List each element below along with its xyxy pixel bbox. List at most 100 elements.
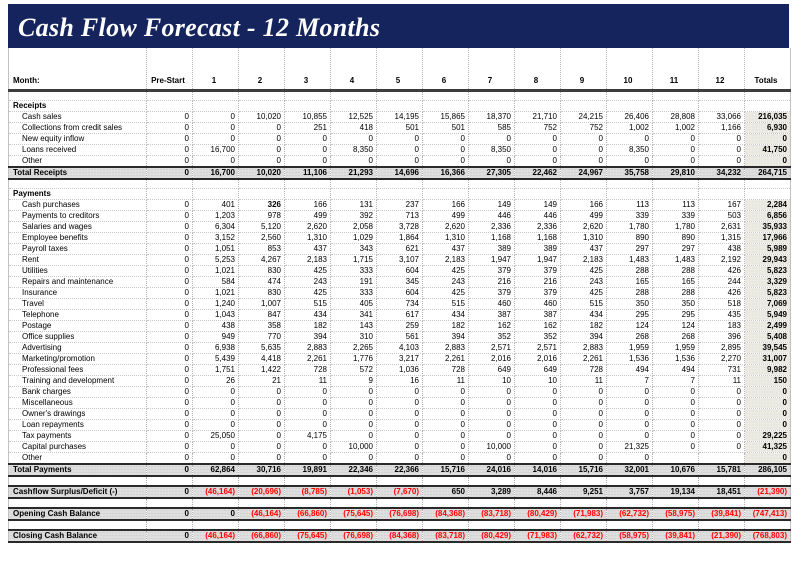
- cell[interactable]: 0: [514, 133, 561, 145]
- cell[interactable]: 288: [606, 265, 653, 277]
- cell[interactable]: 0: [606, 155, 653, 167]
- cell[interactable]: 0: [744, 155, 791, 167]
- cell[interactable]: 1,536: [606, 353, 653, 365]
- cell[interactable]: [330, 90, 377, 101]
- cell[interactable]: 10,020: [238, 111, 285, 123]
- cell[interactable]: 1,002: [606, 122, 653, 134]
- cell[interactable]: 0: [652, 408, 699, 420]
- cell[interactable]: [238, 178, 285, 189]
- cell[interactable]: 0: [192, 419, 239, 431]
- cell[interactable]: 14,195: [376, 111, 423, 123]
- cell[interactable]: 434: [284, 309, 331, 321]
- row-label[interactable]: Payroll taxes: [8, 243, 147, 255]
- cell[interactable]: 0: [422, 419, 469, 431]
- cell[interactable]: 0: [376, 441, 423, 453]
- cell[interactable]: 0: [146, 353, 193, 365]
- cell[interactable]: 11: [284, 375, 331, 387]
- cell[interactable]: 295: [606, 309, 653, 321]
- cell[interactable]: [606, 90, 653, 101]
- cell[interactable]: 425: [422, 287, 469, 299]
- cell[interactable]: 1,310: [422, 232, 469, 244]
- cell[interactable]: [192, 188, 239, 200]
- cell[interactable]: 0: [606, 408, 653, 420]
- cell[interactable]: [284, 178, 331, 189]
- cell[interactable]: 0: [468, 397, 515, 409]
- cell[interactable]: 389: [514, 243, 561, 255]
- cell[interactable]: 0: [146, 276, 193, 288]
- cell[interactable]: 350: [652, 298, 699, 310]
- cell[interactable]: [192, 90, 239, 101]
- cell[interactable]: 0: [652, 133, 699, 145]
- cell[interactable]: 2,183: [560, 254, 607, 266]
- row-label[interactable]: Bank charges: [8, 386, 147, 398]
- cell[interactable]: 0: [192, 397, 239, 409]
- cell[interactable]: 22,346: [330, 463, 377, 477]
- cell[interactable]: 435: [698, 309, 745, 321]
- cell[interactable]: [422, 188, 469, 200]
- cell[interactable]: 0: [698, 430, 745, 442]
- cell[interactable]: 264,715: [744, 165, 791, 180]
- cell[interactable]: 0: [146, 430, 193, 442]
- cell[interactable]: 0: [376, 397, 423, 409]
- cell[interactable]: [330, 476, 377, 487]
- cell[interactable]: [468, 520, 515, 531]
- cell[interactable]: 41,325: [744, 441, 791, 453]
- cell[interactable]: [330, 188, 377, 200]
- cell[interactable]: 0: [146, 397, 193, 409]
- cell[interactable]: 728: [422, 364, 469, 376]
- cell[interactable]: 259: [376, 320, 423, 332]
- cell[interactable]: 1,043: [192, 309, 239, 321]
- cell[interactable]: 131: [330, 199, 377, 211]
- cell[interactable]: 11: [698, 375, 745, 387]
- cell[interactable]: 0: [146, 232, 193, 244]
- row-label[interactable]: Office supplies: [8, 331, 147, 343]
- cell[interactable]: [468, 476, 515, 487]
- cell[interactable]: 621: [376, 243, 423, 255]
- cell[interactable]: [652, 188, 699, 200]
- column-header-month-2[interactable]: 2: [238, 48, 285, 92]
- cell[interactable]: 0: [744, 386, 791, 398]
- cell[interactable]: 26,406: [606, 111, 653, 123]
- cell[interactable]: 5,823: [744, 265, 791, 277]
- cell[interactable]: 649: [468, 364, 515, 376]
- cell[interactable]: 21,293: [330, 165, 377, 180]
- cell[interactable]: 434: [560, 309, 607, 321]
- row-label[interactable]: Advertising: [8, 342, 147, 354]
- cell[interactable]: 113: [606, 199, 653, 211]
- cell[interactable]: 518: [698, 298, 745, 310]
- cell[interactable]: [652, 90, 699, 101]
- cell[interactable]: 6,938: [192, 342, 239, 354]
- row-label[interactable]: Loans received: [8, 144, 147, 156]
- row-label[interactable]: Postage: [8, 320, 147, 332]
- cell[interactable]: 425: [560, 287, 607, 299]
- cell[interactable]: 288: [652, 287, 699, 299]
- cell[interactable]: 1,959: [606, 342, 653, 354]
- cell[interactable]: 22,366: [376, 463, 423, 477]
- row-label[interactable]: Professional fees: [8, 364, 147, 376]
- cell[interactable]: 62,864: [192, 463, 239, 477]
- cell[interactable]: 0: [698, 441, 745, 453]
- cell[interactable]: 1,483: [652, 254, 699, 266]
- cell[interactable]: [376, 188, 423, 200]
- cell[interactable]: 0: [744, 419, 791, 431]
- cell[interactable]: 0: [606, 419, 653, 431]
- cell[interactable]: (84,368): [422, 507, 469, 521]
- cell[interactable]: [146, 100, 193, 112]
- cell[interactable]: 167: [698, 199, 745, 211]
- cell[interactable]: 14,696: [376, 165, 423, 180]
- cell[interactable]: 0: [468, 386, 515, 398]
- cell[interactable]: 978: [238, 210, 285, 222]
- cell[interactable]: 731: [698, 364, 745, 376]
- cell[interactable]: 2,571: [468, 342, 515, 354]
- cell[interactable]: 0: [468, 430, 515, 442]
- cell[interactable]: 0: [146, 419, 193, 431]
- cell[interactable]: 1,780: [652, 221, 699, 233]
- cell[interactable]: 0: [146, 221, 193, 233]
- cell[interactable]: 15,865: [422, 111, 469, 123]
- cell[interactable]: 0: [146, 199, 193, 211]
- cell[interactable]: 5,120: [238, 221, 285, 233]
- cell[interactable]: 0: [192, 111, 239, 123]
- cell[interactable]: [606, 520, 653, 531]
- cell[interactable]: 0: [330, 408, 377, 420]
- cell[interactable]: 853: [238, 243, 285, 255]
